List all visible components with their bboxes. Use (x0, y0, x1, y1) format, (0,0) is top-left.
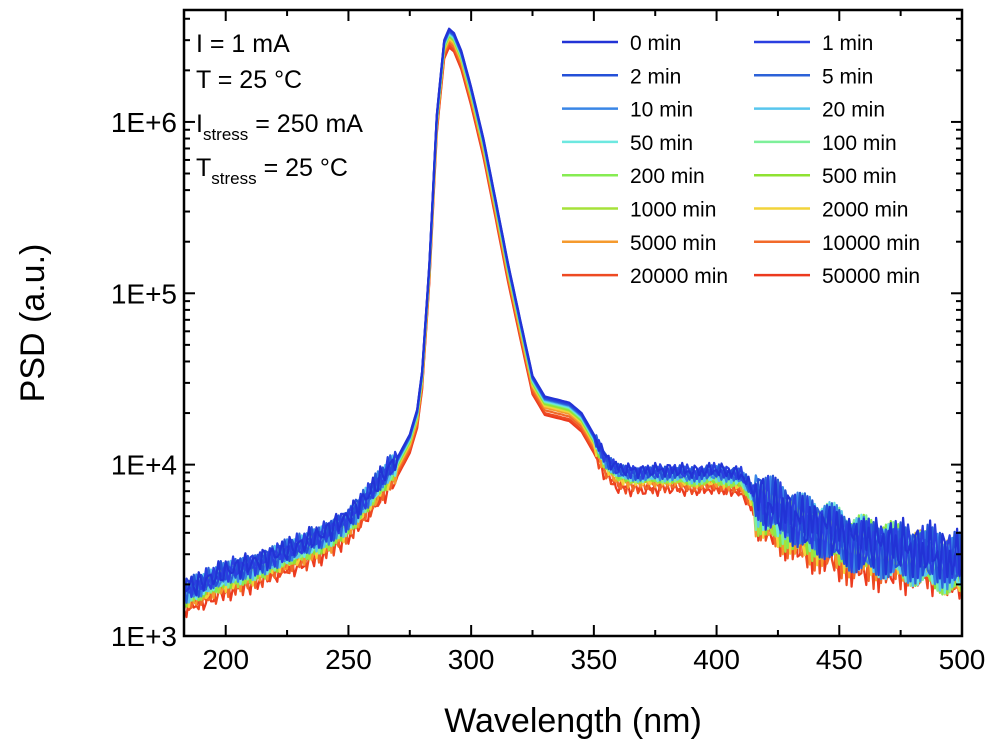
x-tick-label: 200 (202, 644, 249, 675)
legend-label: 500 min (822, 165, 897, 188)
legend-label: 20000 min (630, 265, 728, 288)
x-tick-label: 250 (325, 644, 372, 675)
legend-label: 1 min (822, 32, 873, 55)
legend-label: 2000 min (822, 199, 908, 222)
x-tick-label: 300 (448, 644, 495, 675)
legend-label: 2 min (630, 65, 681, 88)
legend: 0 min 1 min 2 min 5 min 10 min 20 min 50 min 10… (562, 32, 920, 288)
annotation-stress-temperature: Tstress = 25 °C (196, 154, 348, 188)
legend-label: 10 min (630, 99, 693, 122)
series-layer (184, 27, 962, 619)
tick-labels-layer: 200 250 300 350 400 450 500 1E+3 1E+4 1E+5 1E+6 (111, 107, 986, 675)
x-tick-label: 350 (571, 644, 618, 675)
annotation-stress-current-sub: stress (203, 125, 248, 144)
legend-label: 50 min (630, 132, 693, 155)
annotation-stress-temperature-sub: stress (211, 169, 256, 188)
y-tick-label: 1E+5 (111, 278, 177, 309)
annotation-stress-current-main: I (196, 110, 203, 138)
plot-frame (182, 8, 964, 638)
legend-label: 100 min (822, 132, 897, 155)
y-tick-label: 1E+3 (111, 621, 177, 652)
x-tick-label: 450 (816, 644, 863, 675)
annotation-temperature: T = 25 °C (196, 66, 302, 94)
legend-label: 50000 min (822, 265, 920, 288)
annotation-stress-temperature-rest: = 25 °C (257, 154, 348, 182)
x-axis-title: Wavelength (nm) (444, 702, 702, 740)
x-tick-label: 500 (939, 644, 986, 675)
ticks-layer (184, 10, 963, 637)
legend-label: 1000 min (630, 199, 716, 222)
y-axis-title: PSD (a.u.) (14, 244, 52, 403)
annotations: I = 1 mA T = 25 °C Istress = 250 mA Tstr… (196, 30, 363, 188)
legend-label: 10000 min (822, 232, 920, 255)
series-line (184, 27, 962, 597)
y-tick-label: 1E+4 (111, 450, 177, 481)
annotation-current: I = 1 mA (196, 30, 290, 58)
annotation-stress-current: Istress = 250 mA (196, 110, 363, 144)
legend-label: 5000 min (630, 232, 716, 255)
x-tick-label: 400 (693, 644, 740, 675)
legend-label: 5 min (822, 65, 873, 88)
legend-label: 0 min (630, 32, 681, 55)
legend-label: 20 min (822, 99, 885, 122)
series-line (184, 44, 962, 611)
annotation-stress-current-rest: = 250 mA (248, 110, 363, 138)
legend-label: 200 min (630, 165, 705, 188)
y-tick-label: 1E+6 (111, 107, 177, 138)
annotation-stress-temperature-main: T (196, 154, 211, 182)
